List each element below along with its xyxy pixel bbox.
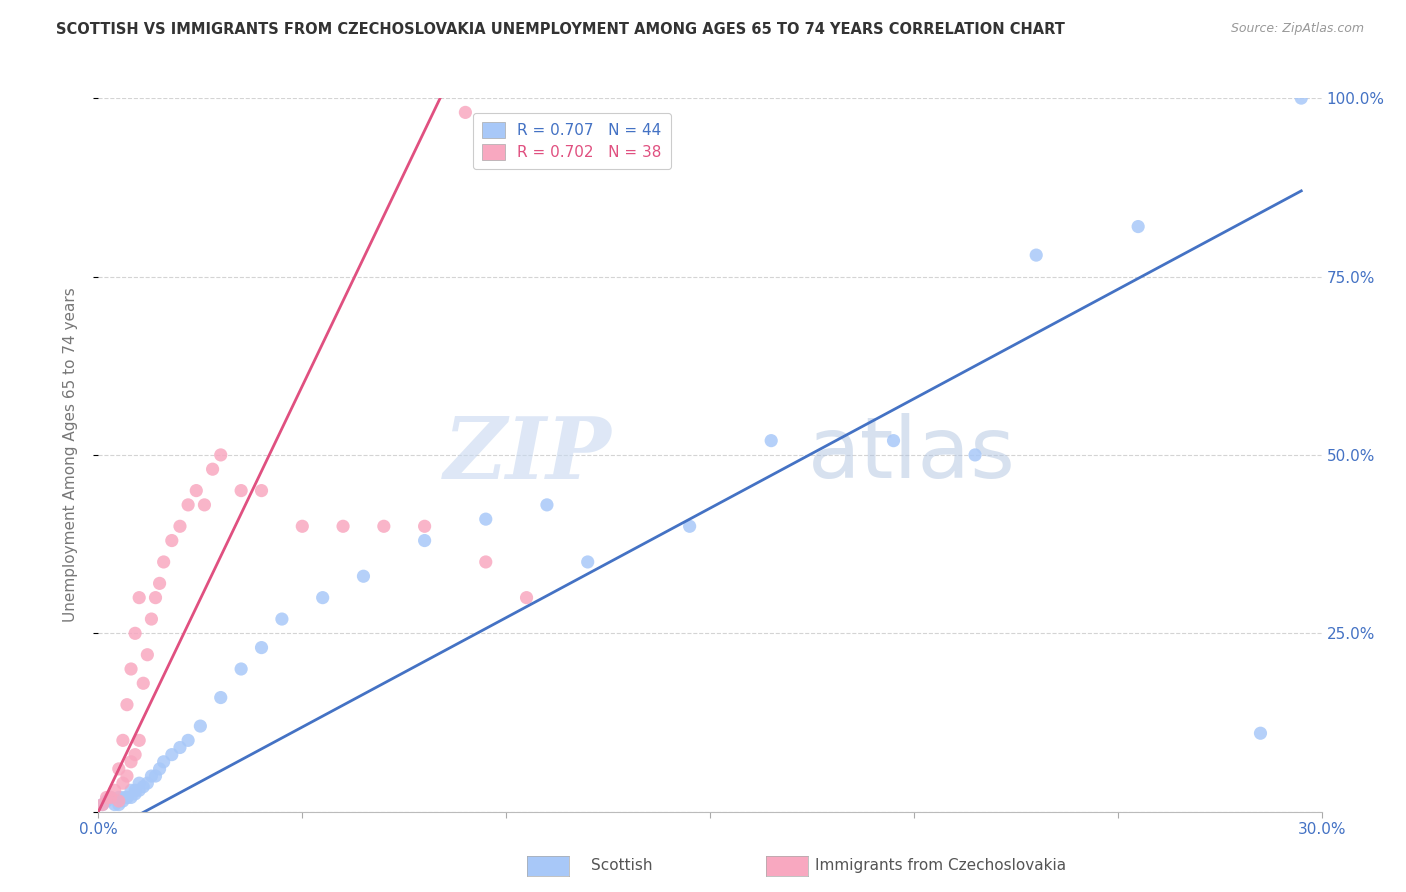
Point: [120, 662, 142, 676]
Point: [136, 648, 159, 662]
Point: [1291, 91, 1313, 105]
Point: [141, 612, 163, 626]
Point: [231, 483, 253, 498]
Point: [120, 790, 142, 805]
Point: [352, 569, 374, 583]
Point: [177, 498, 200, 512]
Point: [250, 483, 273, 498]
Point: [169, 740, 191, 755]
Point: [413, 519, 436, 533]
Text: atlas: atlas: [808, 413, 1017, 497]
Point: [128, 733, 150, 747]
Point: [132, 780, 155, 794]
Point: [474, 512, 498, 526]
Point: [100, 790, 122, 805]
Point: [149, 762, 172, 776]
Point: [145, 591, 167, 605]
Point: [965, 448, 987, 462]
Point: [128, 776, 150, 790]
Point: [96, 790, 118, 805]
Point: [270, 612, 294, 626]
Point: [679, 519, 702, 533]
Point: [169, 519, 191, 533]
Y-axis label: Unemployment Among Ages 65 to 74 years: Unemployment Among Ages 65 to 74 years: [63, 287, 77, 623]
Legend: R = 0.707   N = 44, R = 0.702   N = 38: R = 0.707 N = 44, R = 0.702 N = 38: [472, 113, 671, 169]
Point: [209, 690, 232, 705]
Point: [250, 640, 273, 655]
Point: [145, 769, 167, 783]
Point: [124, 747, 146, 762]
Point: [474, 555, 498, 569]
Point: [111, 794, 134, 808]
Point: [100, 790, 122, 805]
Point: [1128, 219, 1150, 234]
Point: [120, 783, 142, 797]
Point: [186, 483, 208, 498]
Point: [209, 448, 232, 462]
Point: [373, 519, 395, 533]
Point: [536, 498, 558, 512]
Point: [104, 797, 127, 812]
Point: [91, 797, 114, 812]
Point: [120, 755, 142, 769]
Point: [128, 783, 150, 797]
Point: [188, 719, 212, 733]
Point: [111, 776, 134, 790]
Point: [115, 769, 138, 783]
Point: [115, 698, 138, 712]
Text: Immigrants from Czechoslovakia: Immigrants from Czechoslovakia: [815, 858, 1067, 872]
Point: [124, 783, 146, 797]
Point: [413, 533, 436, 548]
Point: [108, 794, 131, 808]
Point: [111, 733, 134, 747]
Text: Source: ZipAtlas.com: Source: ZipAtlas.com: [1230, 22, 1364, 36]
Point: [160, 747, 183, 762]
Point: [91, 797, 114, 812]
Point: [108, 797, 131, 812]
Point: [128, 591, 150, 605]
Point: [291, 519, 314, 533]
Point: [136, 776, 159, 790]
Point: [149, 576, 172, 591]
Point: [454, 105, 477, 120]
Point: [1249, 726, 1271, 740]
Point: [231, 662, 253, 676]
Point: [883, 434, 905, 448]
Point: [124, 787, 146, 801]
Point: [111, 790, 134, 805]
Point: [115, 790, 138, 805]
Point: [152, 755, 174, 769]
Point: [132, 676, 155, 690]
Point: [332, 519, 354, 533]
Point: [108, 762, 131, 776]
Point: [115, 790, 138, 805]
Point: [124, 626, 146, 640]
Point: [1025, 248, 1047, 262]
Point: [516, 591, 538, 605]
Point: [104, 783, 127, 797]
Point: [761, 434, 783, 448]
Text: SCOTTISH VS IMMIGRANTS FROM CZECHOSLOVAKIA UNEMPLOYMENT AMONG AGES 65 TO 74 YEAR: SCOTTISH VS IMMIGRANTS FROM CZECHOSLOVAK…: [56, 22, 1066, 37]
Point: [312, 591, 335, 605]
Text: ZIP: ZIP: [444, 413, 612, 497]
Point: [177, 733, 200, 747]
Point: [96, 794, 118, 808]
Point: [152, 555, 174, 569]
Text: Scottish: Scottish: [591, 858, 652, 872]
Point: [160, 533, 183, 548]
Point: [201, 462, 224, 476]
Point: [193, 498, 215, 512]
Point: [108, 790, 131, 805]
Point: [141, 769, 163, 783]
Point: [576, 555, 599, 569]
